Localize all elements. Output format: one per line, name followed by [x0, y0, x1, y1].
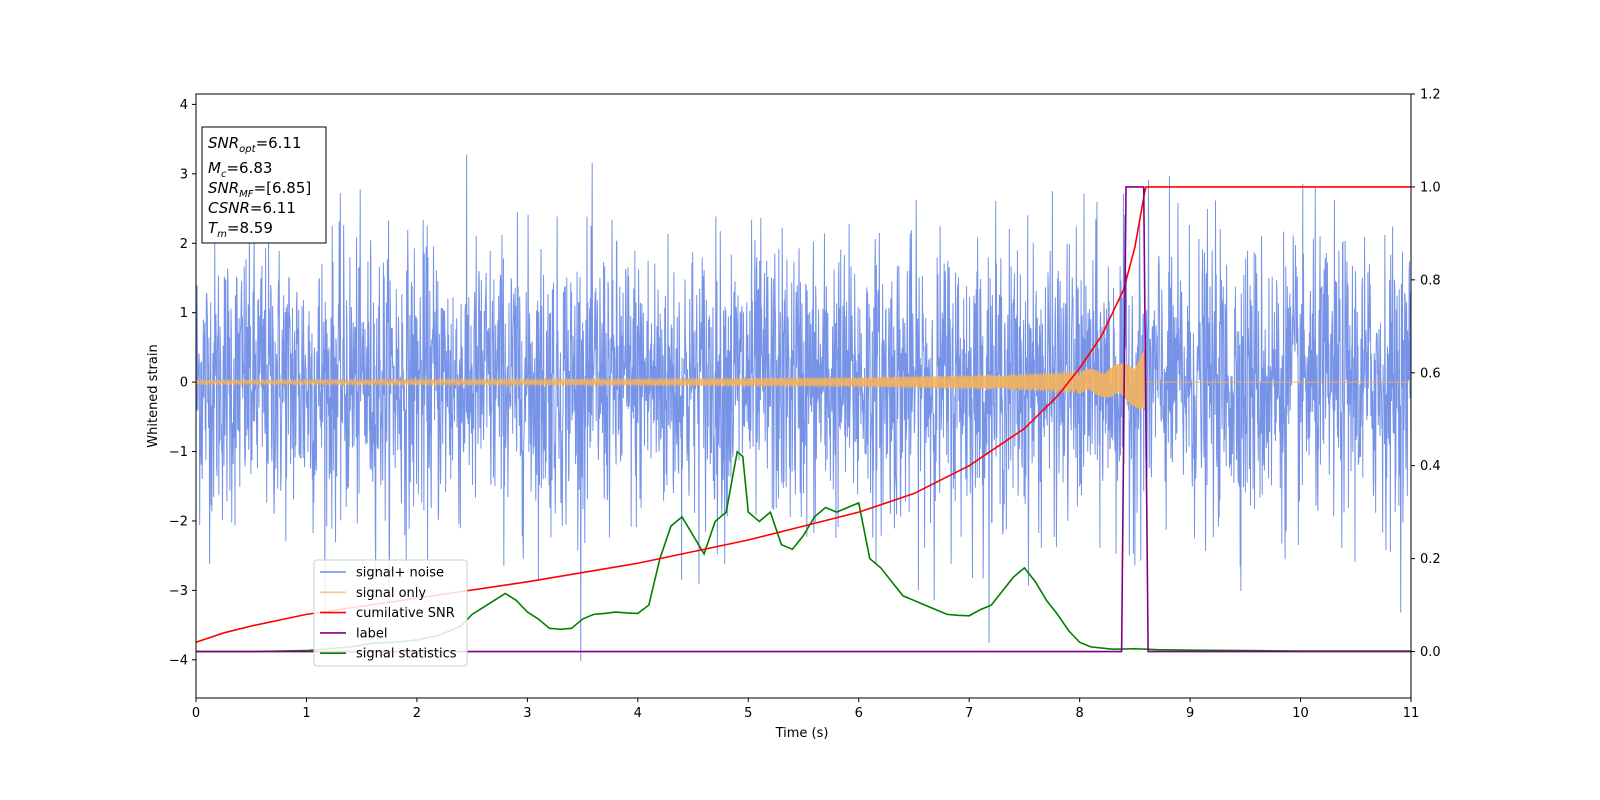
x-tick-label: 10 [1292, 706, 1309, 721]
x-tick-label: 4 [634, 706, 642, 721]
right-y-tick-label: 1.0 [1420, 180, 1441, 195]
left-y-axis-ticks: 4 3 2 1 0 −1 −2 −3 −4 [169, 98, 196, 668]
x-tick-label: 0 [192, 706, 200, 721]
legend-label: cumilative SNR [356, 606, 455, 621]
left-y-tick-label: −3 [169, 584, 188, 599]
stats-line: SNRopt=6.11 [208, 134, 302, 155]
left-y-tick-label: 1 [180, 306, 188, 321]
x-tick-label: 8 [1075, 706, 1083, 721]
legend-label: label [356, 626, 387, 641]
right-y-axis-ticks: 1.2 1.0 0.8 0.6 0.4 0.2 0.0 [1411, 88, 1441, 660]
right-y-tick-label: 0.0 [1420, 645, 1441, 660]
stats-box-frame [201, 126, 327, 244]
signal-plus-noise-line [196, 154, 1411, 662]
stats-line: Mc=6.83 [208, 159, 272, 180]
x-axis-ticks: 0 1 2 3 4 5 6 7 8 9 10 11 [192, 698, 1419, 721]
left-y-tick-label: 4 [180, 98, 188, 113]
left-y-tick-label: −2 [169, 514, 188, 529]
right-y-tick-label: 0.2 [1420, 552, 1441, 567]
plot-area-frame [195, 93, 1412, 699]
x-tick-label: 11 [1403, 706, 1420, 721]
left-y-tick-label: −1 [169, 445, 188, 460]
y-axis-label: Whitened strain [146, 344, 161, 447]
x-tick-label: 2 [413, 706, 421, 721]
stats-line: Tm=8.59 [208, 219, 273, 240]
series-signal-only [196, 349, 1411, 410]
right-y-tick-label: 0.6 [1420, 366, 1441, 381]
legend: signal+ noise signal only cumilative SNR la… [313, 559, 468, 667]
signal-statistics-line [196, 450, 1411, 653]
right-y-tick-label: 0.8 [1420, 273, 1441, 288]
x-tick-label: 7 [965, 706, 973, 721]
left-y-tick-label: −4 [169, 653, 188, 668]
stats-line: CSNR=6.11 [208, 199, 296, 217]
label-line [196, 186, 1411, 653]
x-axis-label: Time (s) [775, 726, 829, 741]
x-tick-label: 5 [744, 706, 752, 721]
right-y-tick-label: 0.4 [1420, 459, 1441, 474]
x-tick-label: 6 [855, 706, 863, 721]
x-tick-label: 1 [302, 706, 310, 721]
legend-label: signal+ noise [356, 566, 444, 581]
x-tick-label: 9 [1186, 706, 1194, 721]
stats-line: SNRMF=[6.85] [208, 179, 311, 200]
legend-label: signal only [356, 586, 426, 601]
signal-only-line [196, 349, 1411, 410]
x-tick-label: 3 [523, 706, 531, 721]
left-y-tick-label: 0 [180, 376, 188, 391]
left-y-tick-label: 3 [180, 167, 188, 182]
left-y-tick-label: 2 [180, 237, 188, 252]
legend-frame [313, 559, 468, 667]
legend-label: signal statistics [356, 647, 457, 662]
series-signal-plus-noise [196, 154, 1411, 662]
right-y-tick-label: 1.2 [1420, 88, 1441, 103]
